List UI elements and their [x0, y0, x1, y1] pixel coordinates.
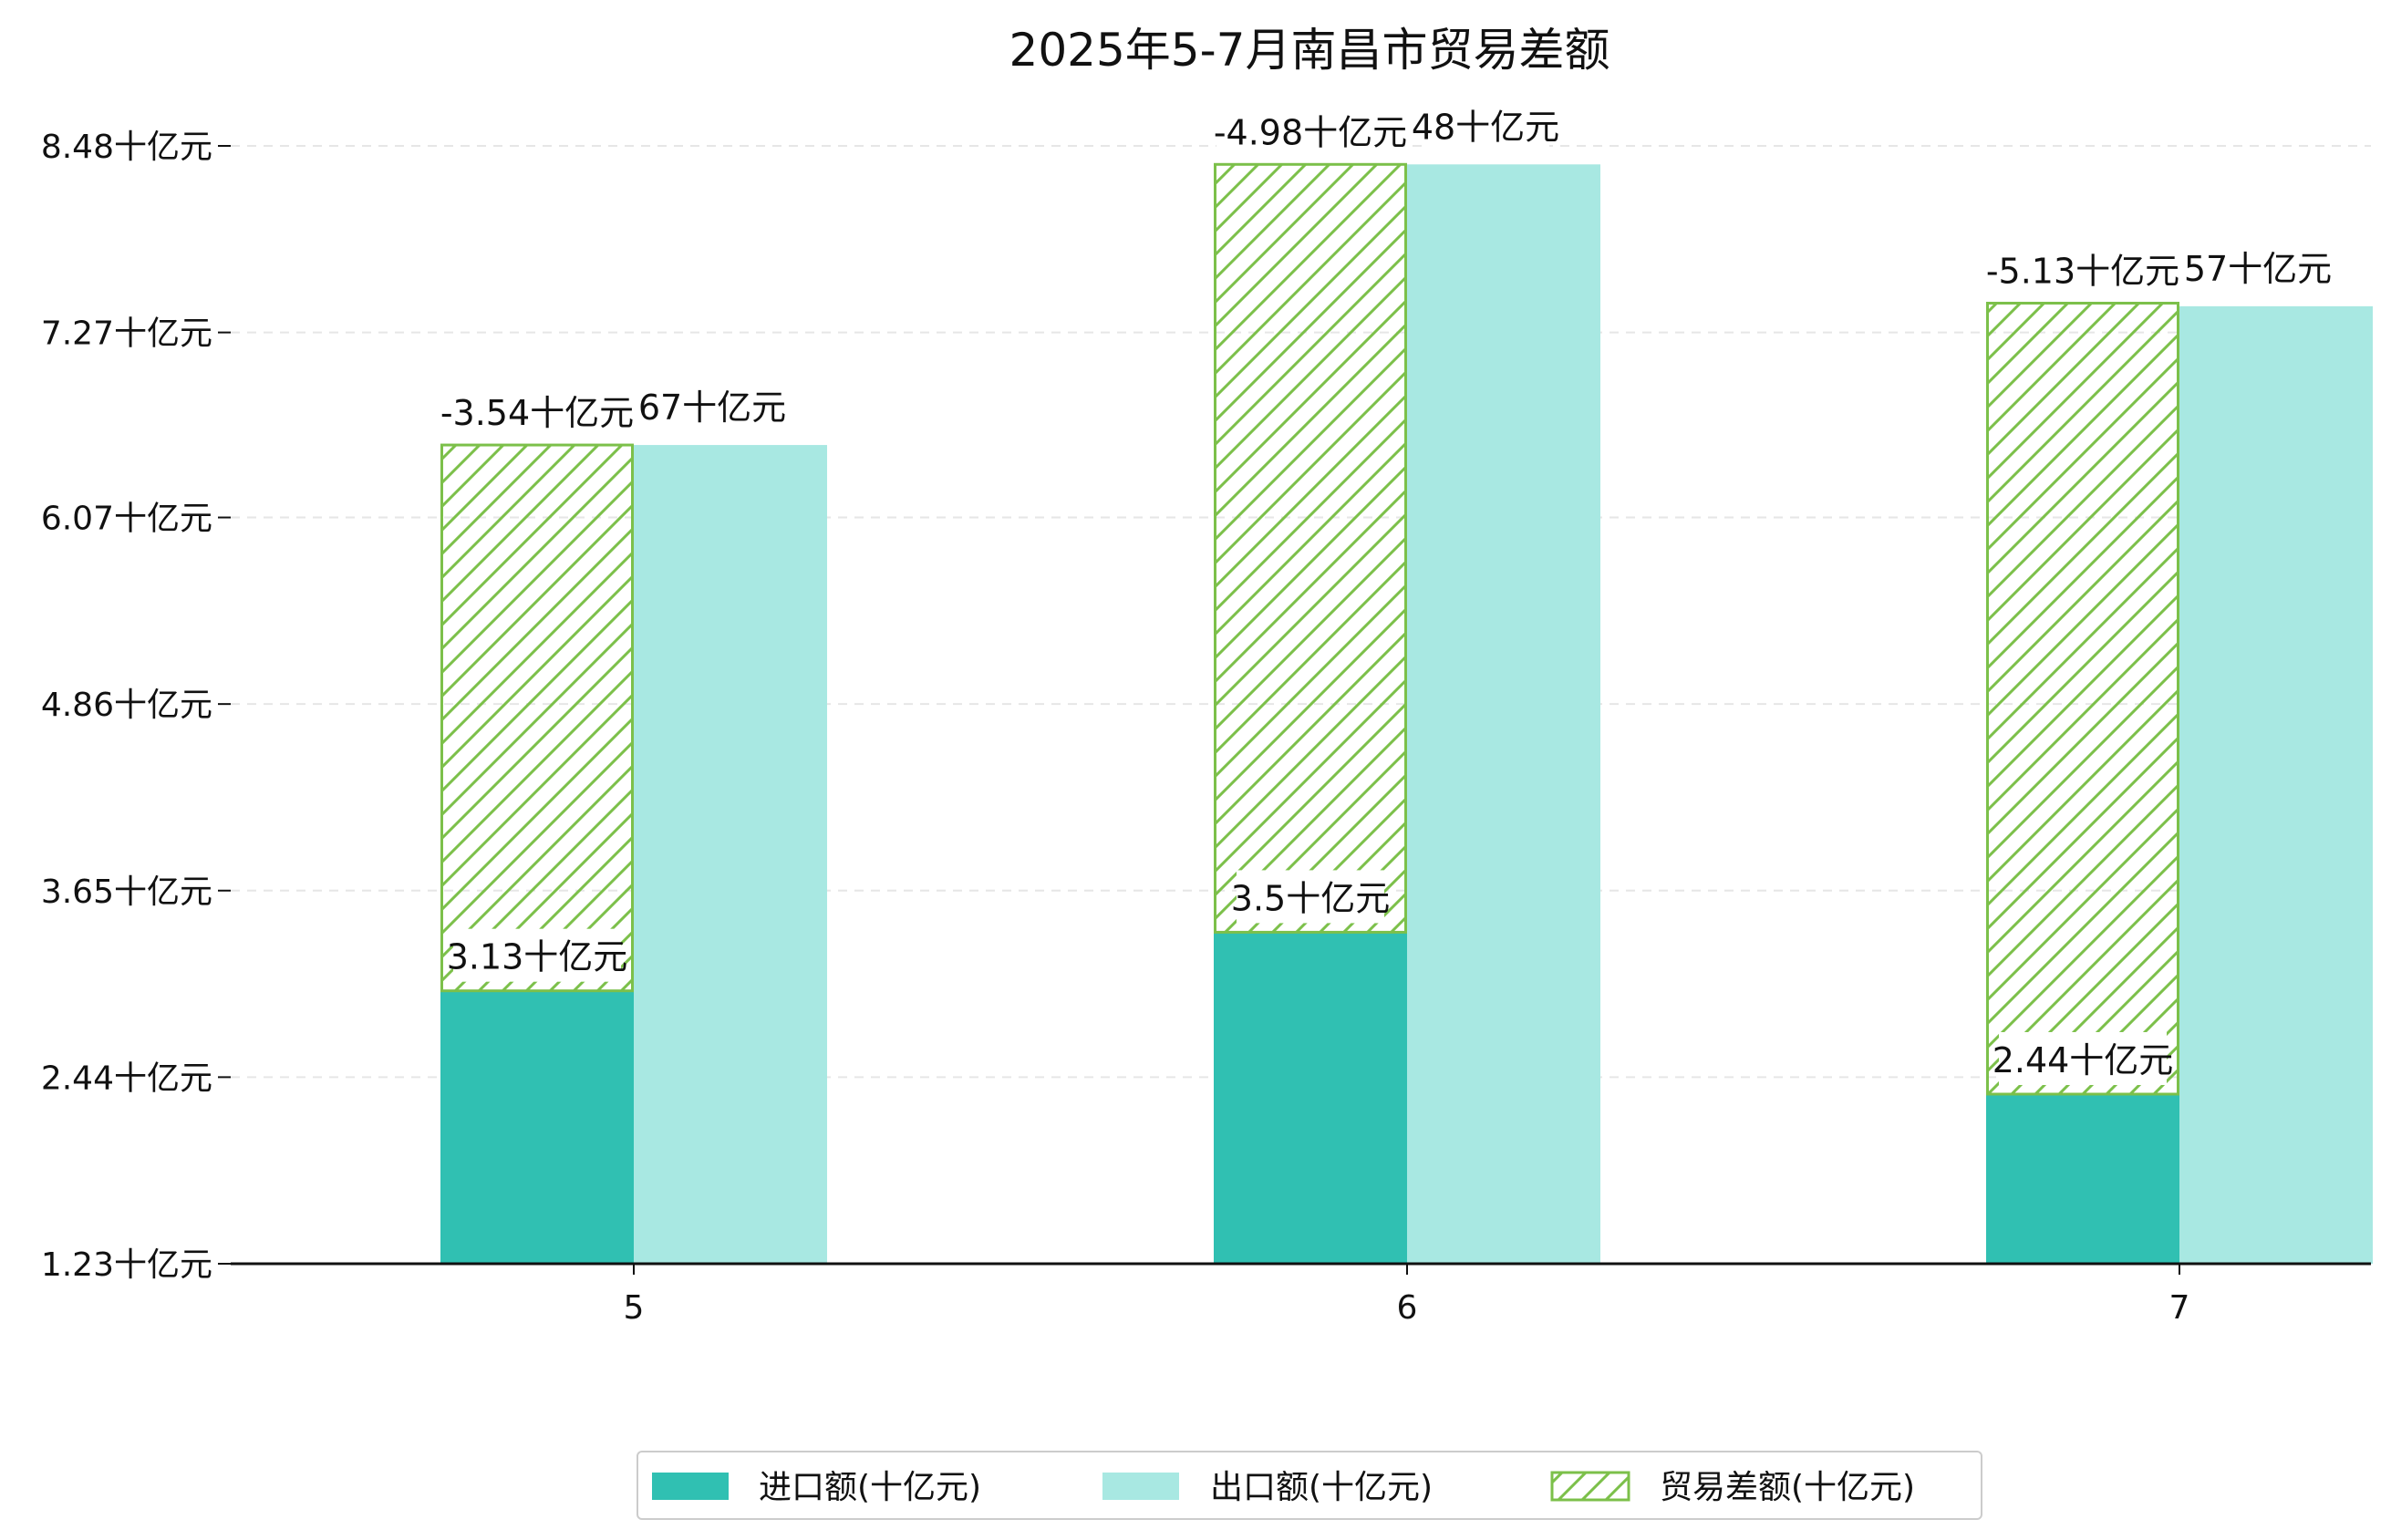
data-label: 48十亿元	[1412, 107, 1559, 147]
data-labels: 3.13十亿元 -3.54十亿元 67十亿元 3.5十亿元 -4.98十亿元 48十亿元 2…	[440, 98, 2332, 1085]
bar-balance	[440, 443, 634, 993]
legend-swatch-balance	[1550, 1471, 1630, 1502]
data-label-bg	[1237, 870, 1384, 924]
bar-export	[634, 445, 827, 1265]
y-tick-label: 1.23十亿元	[41, 1246, 212, 1284]
bar-import	[1986, 1093, 2179, 1264]
x-tick-label: 7	[2169, 1289, 2190, 1327]
x-tick-label: 5	[624, 1289, 645, 1327]
bar-balance	[1986, 301, 2179, 1096]
bar-export	[1407, 164, 1600, 1264]
data-label-bg	[1999, 1031, 2167, 1085]
legend: 进口额(十亿元) 出口额(十亿元) 贸易差额(十亿元)	[637, 1451, 1982, 1520]
data-label-bg	[2194, 240, 2322, 294]
y-tick-label: 6.07十亿元	[41, 501, 212, 538]
x-axis: 5 6 7	[231, 1262, 2371, 1327]
legend-swatch-import	[652, 1473, 729, 1500]
data-label-bg	[1422, 98, 1549, 152]
chart-title: 2025年5-7月南昌市贸易差额	[1009, 24, 1610, 77]
data-label: 3.13十亿元	[447, 937, 628, 977]
legend-swatch-export	[1102, 1473, 1179, 1500]
legend-label-balance: 贸易差额(十亿元)	[1660, 1469, 1915, 1506]
legend-label-import: 进口额(十亿元)	[759, 1469, 981, 1506]
bar-import	[1214, 932, 1407, 1264]
data-label: 2.44十亿元	[1992, 1040, 2174, 1080]
x-tick-label: 6	[1397, 1289, 1418, 1327]
data-label: 3.5十亿元	[1231, 878, 1390, 918]
y-axis: 1.23十亿元 2.44十亿元 3.65十亿元 4.86十亿元 6.07十亿元 7.27十…	[41, 129, 231, 1284]
data-label: 57十亿元	[2184, 249, 2332, 289]
data-label-bg	[453, 928, 621, 982]
y-tick-label: 7.27十亿元	[41, 315, 212, 353]
legend-frame	[637, 1451, 1982, 1520]
legend-label-export: 出口额(十亿元)	[1210, 1469, 1433, 1506]
data-label-bg	[1989, 243, 2177, 296]
y-tick-label: 4.86十亿元	[41, 687, 212, 724]
data-label: 67十亿元	[638, 388, 786, 428]
y-tick-label: 2.44十亿元	[41, 1059, 212, 1097]
bar-balance	[1214, 162, 1407, 934]
data-label: -4.98十亿元	[1214, 112, 1407, 152]
data-label: -5.13十亿元	[1986, 251, 2179, 291]
bar-import	[440, 990, 634, 1264]
data-label-bg	[443, 385, 631, 439]
y-tick-label: 3.65十亿元	[41, 873, 212, 911]
data-label-bg	[648, 379, 776, 433]
data-label-bg	[1216, 104, 1404, 158]
data-label: -3.54十亿元	[440, 393, 634, 433]
bars	[440, 162, 2373, 1265]
bar-export	[2179, 305, 2373, 1265]
y-tick-label: 8.48十亿元	[41, 129, 212, 166]
